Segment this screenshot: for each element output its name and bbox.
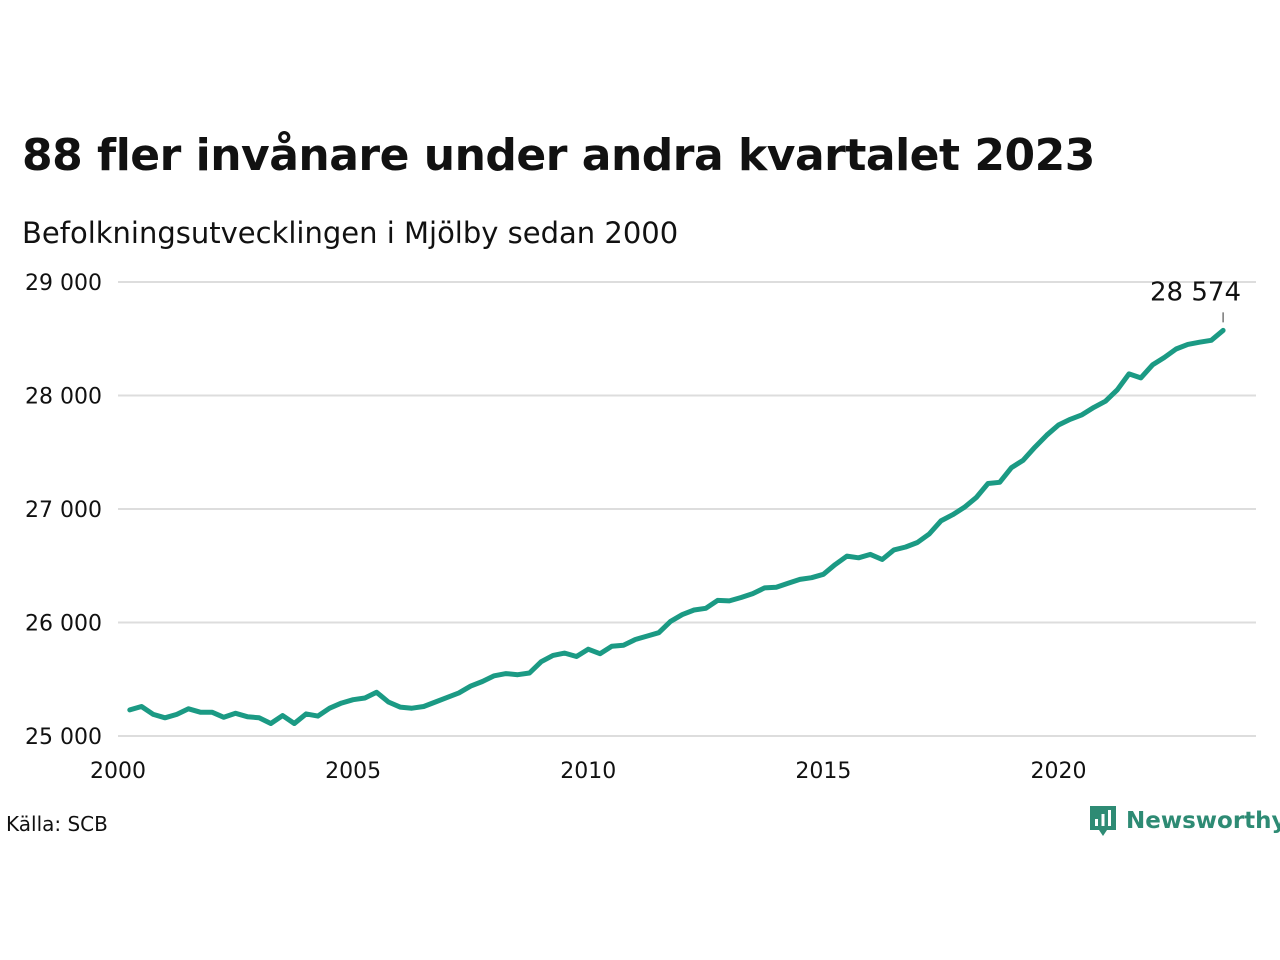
x-tick-label: 2015 xyxy=(795,759,851,784)
y-tick-label: 25 000 xyxy=(25,725,102,750)
brand-name: Newsworthy xyxy=(1126,808,1280,834)
x-tick-label: 2010 xyxy=(560,759,616,784)
series-line xyxy=(127,327,1226,726)
x-axis-ticks: 2000 2005 2010 2015 2020 xyxy=(90,759,1086,784)
newsworthy-logo-icon xyxy=(1090,806,1116,836)
page-subtitle: Befolkningsutvecklingen i Mjölby sedan 2… xyxy=(22,216,679,250)
y-tick-label: 26 000 xyxy=(25,612,102,637)
end-value-label: 28 574 xyxy=(1150,277,1241,307)
gridlines xyxy=(118,281,1256,737)
brand-logo: Newsworthy xyxy=(1088,804,1280,838)
y-tick-label: 27 000 xyxy=(25,498,102,523)
source-note: Källa: SCB xyxy=(6,812,108,836)
y-axis-ticks: 25 000 26 000 27 000 28 000 29 000 xyxy=(25,271,102,750)
end-annotation: 28 574 xyxy=(1150,277,1241,323)
x-tick-label: 2000 xyxy=(90,759,146,784)
series-group xyxy=(127,327,1226,726)
page-title: 88 fler invånare under andra kvartalet 2… xyxy=(22,130,1095,181)
y-tick-label: 28 000 xyxy=(25,385,102,410)
x-tick-label: 2020 xyxy=(1030,759,1086,784)
y-tick-label: 29 000 xyxy=(25,271,102,296)
x-tick-label: 2005 xyxy=(325,759,381,784)
